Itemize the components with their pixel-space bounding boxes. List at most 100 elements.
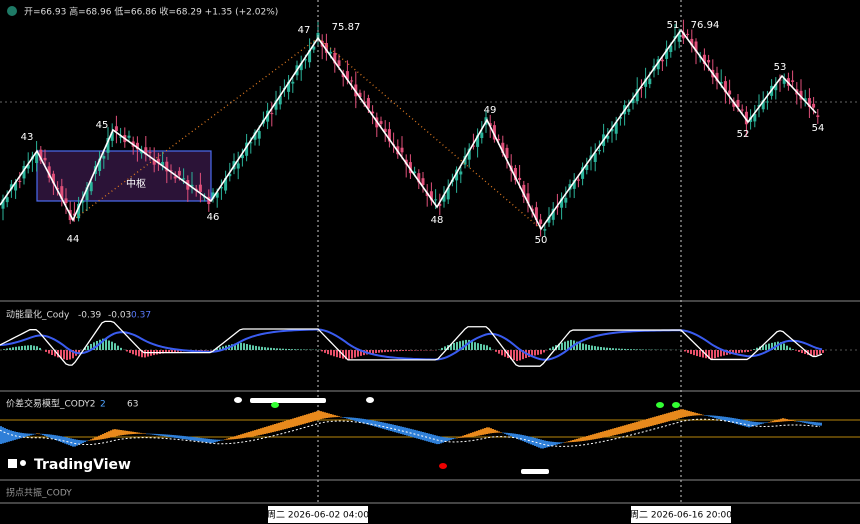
spread-area [88,440,90,441]
spread-area [724,416,726,421]
spread-area [388,423,390,431]
histogram-bar [33,345,35,350]
histogram-bar [741,350,743,353]
spread-area [392,424,394,432]
spread-area [606,430,608,437]
panel-value: 63 [127,400,138,410]
candle-body [257,131,261,139]
spread-area [484,428,486,435]
spread-area [412,429,414,438]
spread-area [574,439,576,442]
spread-area [54,435,56,440]
signal-dot [672,402,680,408]
histogram-bar [621,348,623,350]
histogram-bar [135,350,137,356]
spread-area [130,431,132,435]
histogram-bar [561,342,563,350]
candle-body [236,163,240,169]
spread-area [64,436,66,444]
spread-area [348,417,350,420]
candle-body [677,32,681,42]
candle-body [799,90,803,100]
spread-area [108,431,110,438]
histogram-bar [66,350,68,361]
histogram-bar [480,343,482,350]
spread-area [144,433,146,434]
brand-logo [20,460,26,466]
spread-area [744,420,746,427]
spread-area [752,421,754,427]
spread-area [620,426,622,434]
panel-title: 价差交易模型_CODY2 [6,398,96,410]
spread-area [584,436,586,441]
candle-body [803,98,807,102]
histogram-bar [204,350,206,351]
histogram-bar [606,347,608,350]
candle-body [522,184,526,198]
spread-area [84,440,86,443]
candle-body [333,52,337,64]
candle-body [807,98,811,108]
spread-area [444,437,446,442]
histogram-bar [84,347,86,350]
spread-area [644,419,646,428]
spread-dots [0,418,821,447]
histogram-bar [816,350,818,356]
symbol-icon[interactable] [7,6,17,16]
spread-area [198,437,200,442]
spread-area [116,429,118,437]
spread-area [668,412,670,422]
candle-body [635,89,639,102]
histogram-bar [165,350,167,354]
spread-area [660,414,662,424]
spread-area [596,433,598,439]
spread-area [56,435,58,441]
histogram-bar [687,350,689,353]
histogram-bar [531,350,533,357]
histogram-bar [723,350,725,356]
spread-area [344,417,346,418]
histogram-bar [579,342,581,350]
spread-area [510,433,512,437]
zigzag [0,28,817,231]
histogram-bar [630,349,632,350]
histogram-bar [603,347,605,350]
spread-area [688,410,690,417]
candle-body [127,135,131,138]
spread-area [810,421,812,425]
spread-area [300,416,302,425]
histogram-bar [369,350,371,354]
candle-body [190,184,194,187]
histogram-bar [27,345,29,350]
spread-area [450,437,452,440]
momentum-line [0,320,823,367]
spread-area [576,438,578,442]
spread-area [244,433,246,438]
spread-area [466,434,468,438]
wave-label: 50 [535,235,548,246]
spread-area [304,414,306,424]
spread-area [178,435,180,439]
spread-area [194,437,196,441]
candle-body [51,173,55,184]
spread-area [356,418,358,422]
spread-area [562,442,564,443]
spread-area [262,427,264,435]
histogram-bar [732,350,734,354]
histogram-bar [207,350,209,351]
spread-area [158,434,160,436]
zone-label: 中枢 [126,177,146,190]
spread-area [766,422,768,423]
wave-label: 46 [207,212,220,223]
spread-area [662,414,664,423]
time-label: 周二 2026-06-16 20:00 [630,510,732,521]
spread-area [20,432,22,439]
histogram-bar [129,350,131,353]
spread-area [92,438,94,441]
candle-body [812,103,816,108]
spread-area [28,433,30,436]
spread-area [342,417,344,418]
histogram-bar [297,349,299,350]
spread-area [164,434,166,437]
spread-area [222,439,224,441]
